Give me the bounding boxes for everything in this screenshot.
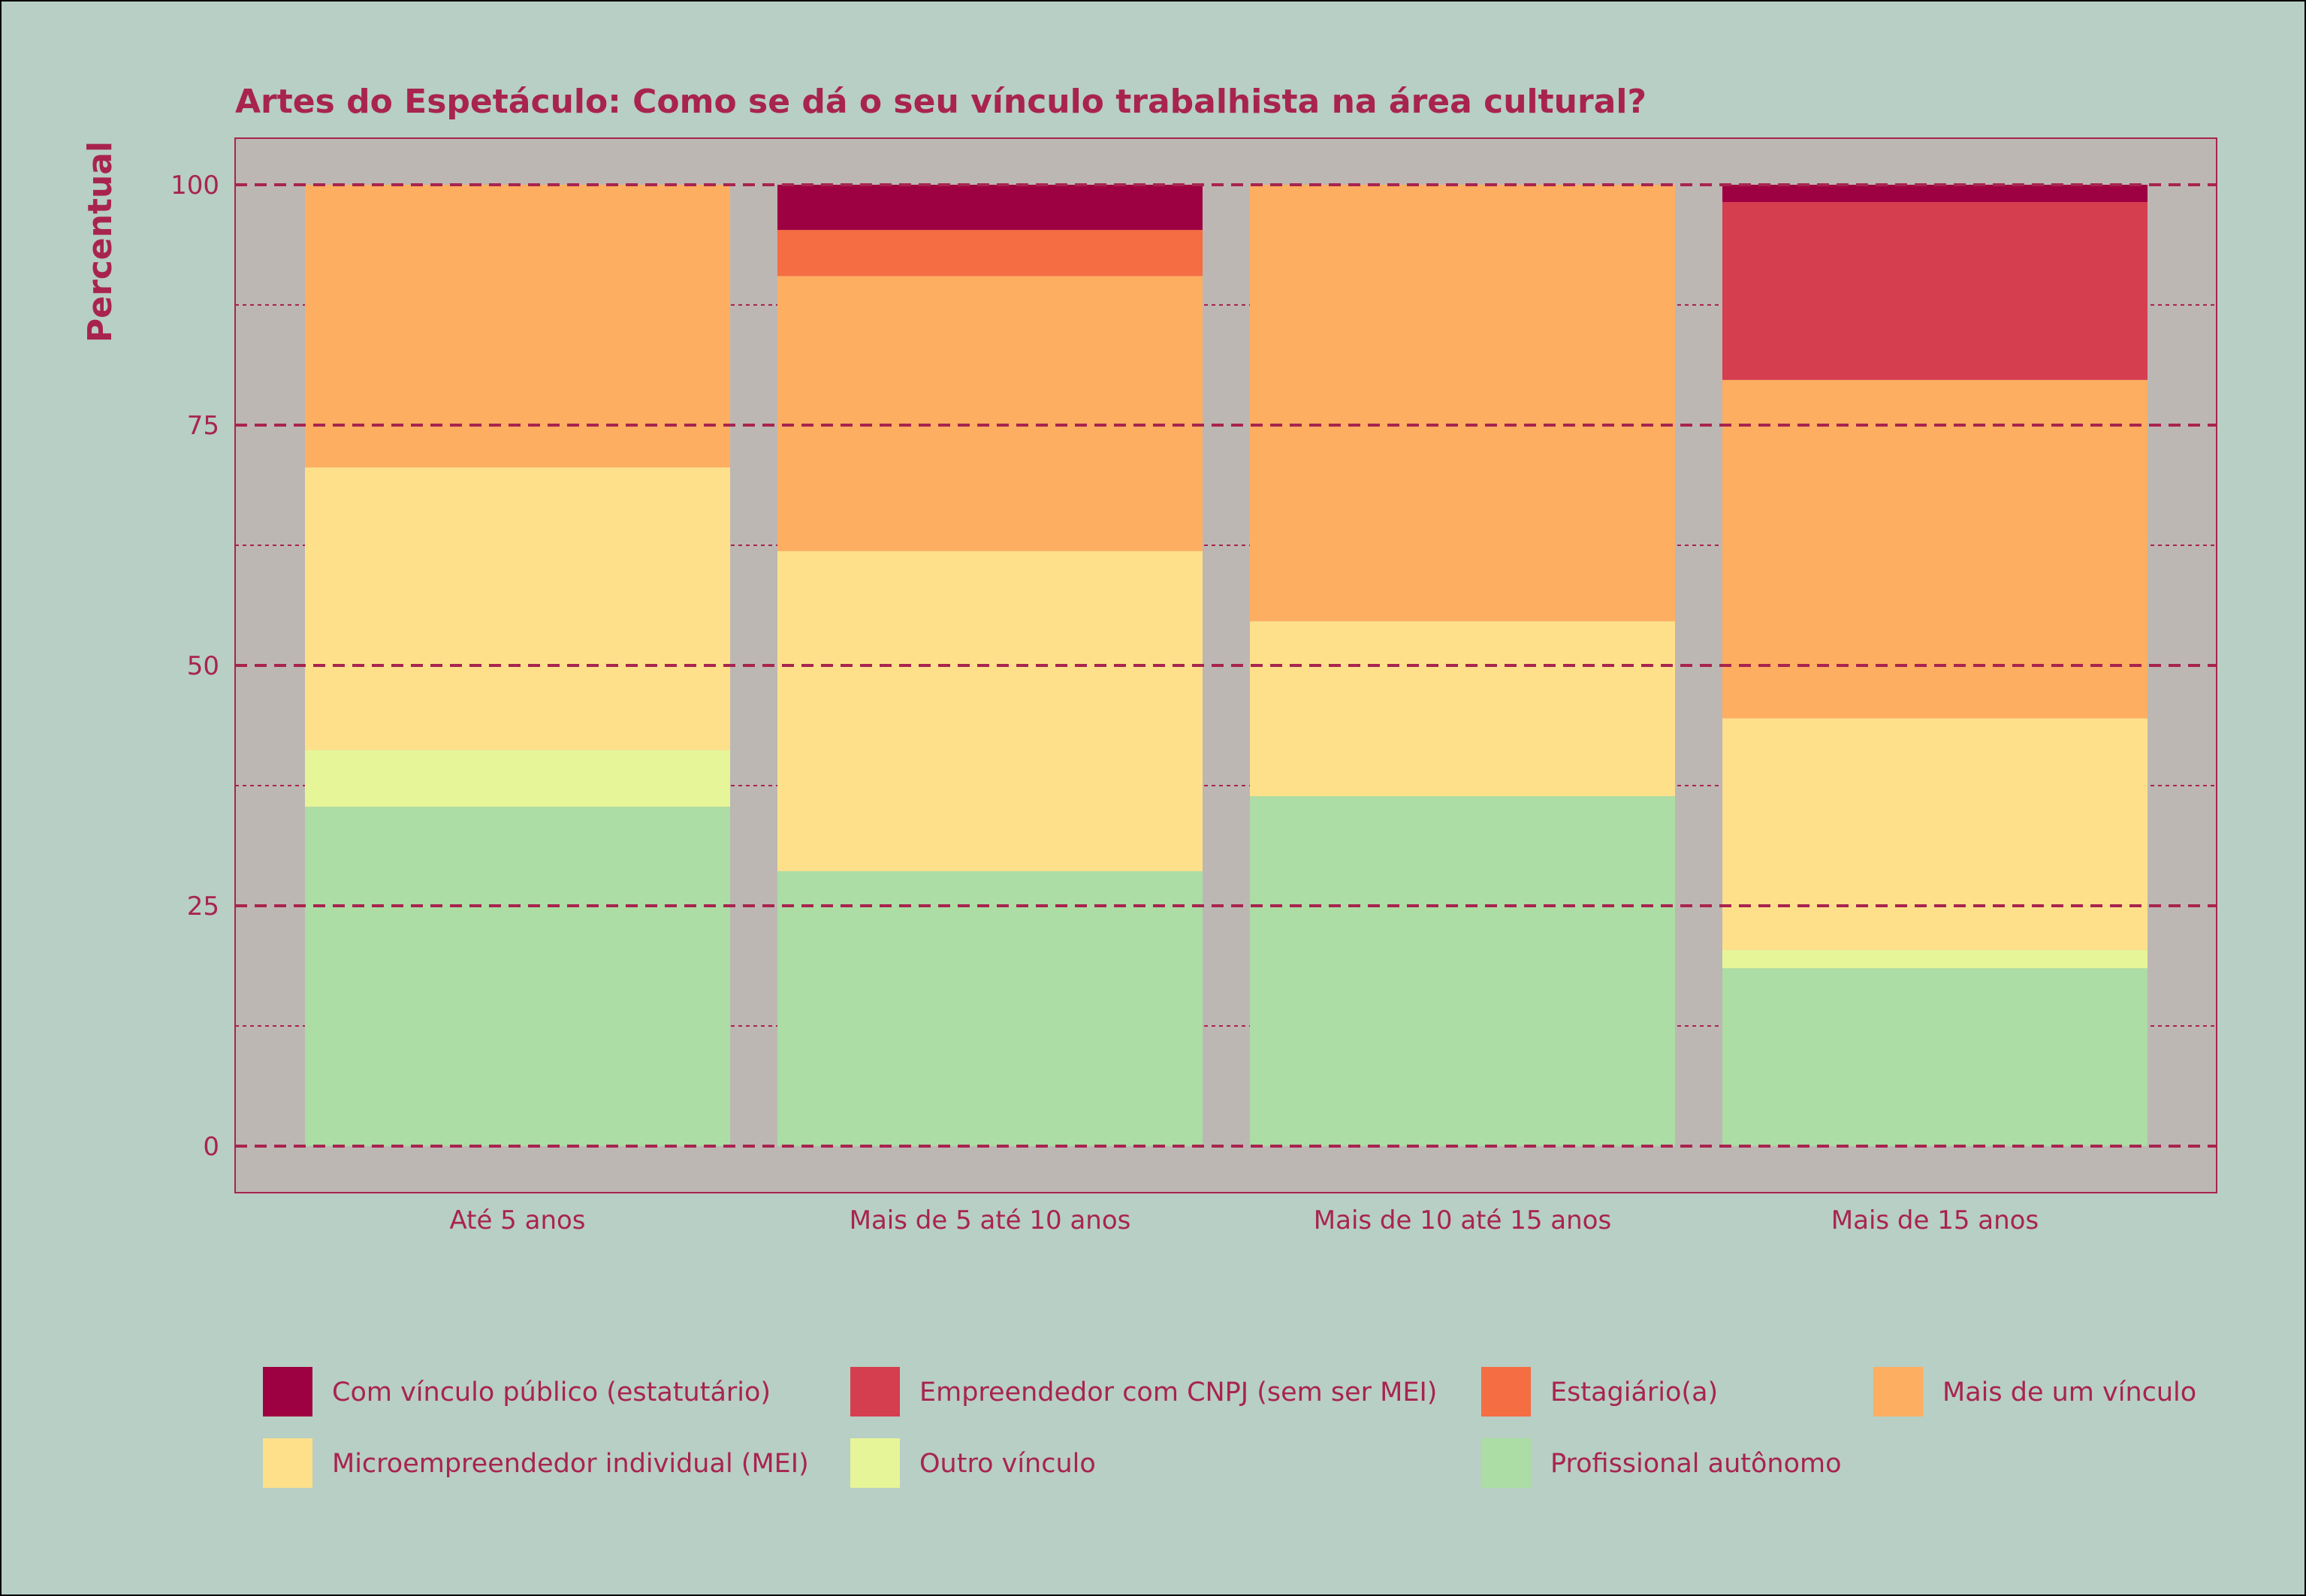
legend: Com vínculo público (estatutário) Empreen… [263, 1367, 2196, 1488]
y-tick-label: 0 [203, 1132, 219, 1162]
legend-swatch [1873, 1367, 1923, 1416]
chart-title: Artes do Espetáculo: Como se dá o seu ví… [235, 83, 1646, 121]
bar-segment [305, 750, 730, 807]
bar-segment [1250, 796, 1675, 1146]
x-tick-labels: Até 5 anos Mais de 5 até 10 anos Mais de 1… [449, 1205, 2039, 1235]
legend-swatch [1481, 1438, 1531, 1488]
bar-segment [1722, 949, 2148, 969]
bar-segment [1722, 202, 2148, 380]
bar-segment [305, 467, 730, 750]
legend-swatch [850, 1367, 900, 1416]
bar-segment [777, 230, 1203, 276]
bar-segment [1722, 718, 2148, 950]
legend-label: Microempreendedor individual (MEI) [332, 1449, 809, 1479]
bar-segment [777, 870, 1203, 1146]
bar-segment [1722, 968, 2148, 1146]
bar-segment [777, 185, 1203, 231]
y-axis-label: Percentual [81, 141, 119, 342]
x-tick-label: Mais de 15 anos [1831, 1205, 2039, 1235]
legend-swatch [263, 1367, 312, 1416]
y-tick-label: 25 [187, 892, 219, 922]
bar-segment [1250, 185, 1675, 622]
x-tick-label: Até 5 anos [449, 1205, 585, 1235]
legend-label: Estagiário(a) [1550, 1377, 1718, 1407]
bar-segment [1250, 621, 1675, 797]
major-grid-lines [235, 183, 2217, 1148]
legend-label: Profissional autônomo [1550, 1449, 1842, 1479]
legend-label: Mais de um vínculo [1942, 1377, 2196, 1407]
legend-swatch [1481, 1367, 1531, 1416]
bar-segment [1722, 185, 2148, 203]
bar-segment [777, 551, 1203, 871]
bar-segment [1722, 379, 2148, 719]
y-tick-labels: 0 25 50 75 100 [171, 170, 219, 1162]
y-tick-label: 75 [187, 411, 219, 441]
legend-swatch [850, 1438, 900, 1488]
legend-swatch [263, 1438, 312, 1488]
bars [305, 185, 2148, 1146]
bar-segment [305, 185, 730, 468]
legend-label: Outro vínculo [919, 1449, 1096, 1479]
legend-label: Com vínculo público (estatutário) [332, 1377, 771, 1407]
x-tick-label: Mais de 5 até 10 anos [850, 1205, 1131, 1235]
x-tick-label: Mais de 10 até 15 anos [1314, 1205, 1611, 1235]
bar-segment [777, 276, 1203, 551]
y-tick-label: 50 [187, 651, 219, 681]
bar-segment [305, 807, 730, 1146]
y-tick-label: 100 [171, 170, 219, 201]
legend-label: Empreendedor com CNPJ (sem ser MEI) [919, 1377, 1437, 1407]
